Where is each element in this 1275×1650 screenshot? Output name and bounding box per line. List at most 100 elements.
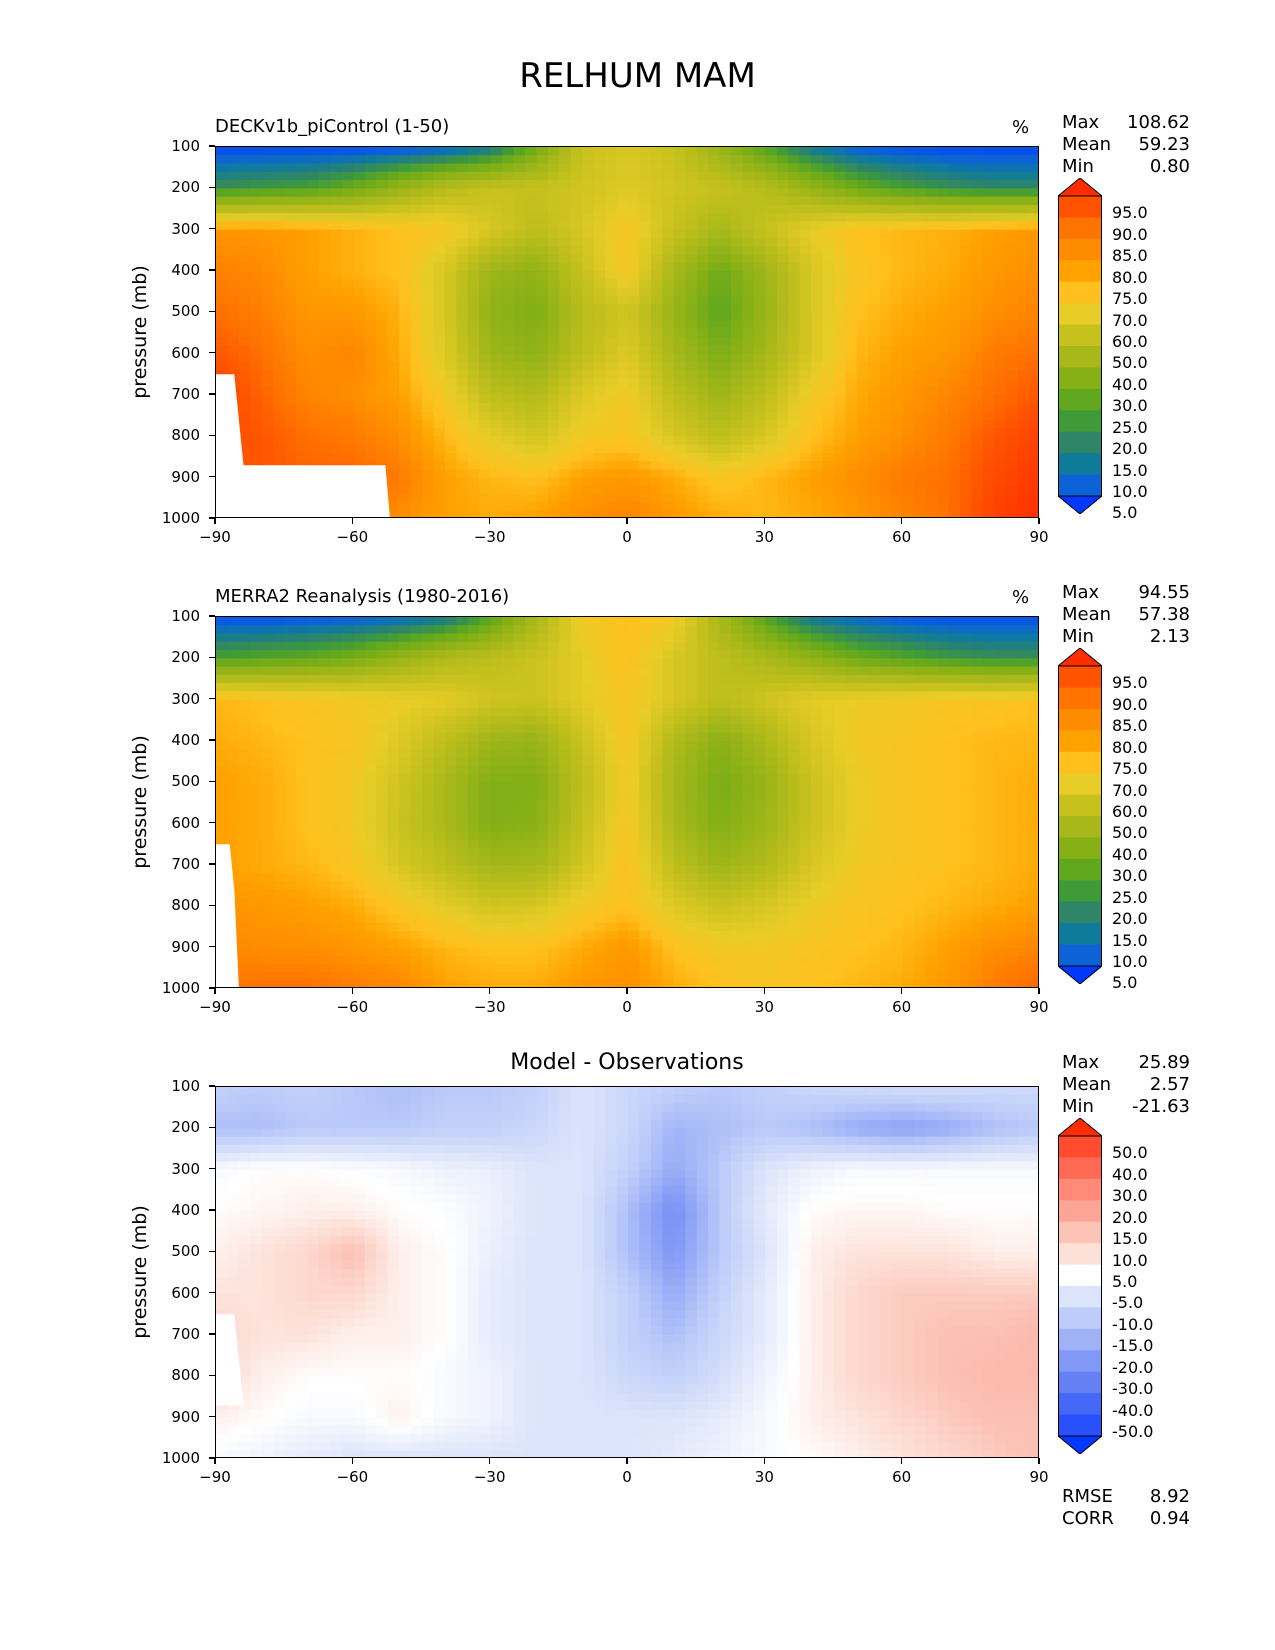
field-cell [261, 691, 274, 701]
field-cell [364, 180, 377, 189]
field-cell [799, 345, 812, 355]
field-cell [948, 633, 961, 643]
field-cell [845, 716, 858, 726]
field-cell [399, 633, 412, 643]
field-cell [650, 428, 663, 437]
field-cell [605, 707, 618, 717]
field-cell [662, 749, 675, 759]
field-cell [628, 254, 641, 264]
field-cell [330, 312, 343, 322]
field-cell [399, 180, 412, 189]
field-cell [799, 304, 812, 313]
field-cell [845, 658, 858, 668]
field-cell [273, 419, 286, 429]
stat-label: Mean [1062, 134, 1112, 155]
field-cell [593, 180, 606, 189]
stat-min: Min 0.80 [1062, 156, 1190, 178]
field-cell [811, 320, 824, 330]
field-cell [662, 204, 675, 214]
field-cell [891, 213, 904, 222]
field-cell [914, 254, 927, 264]
field-cell [696, 666, 709, 676]
field-cell [891, 353, 904, 363]
field-cell [708, 477, 721, 487]
field-cell [570, 320, 583, 330]
field-cell [479, 271, 492, 280]
field-cell [982, 361, 995, 371]
field-cell [834, 774, 847, 783]
field-cell [227, 617, 240, 626]
field-cell [238, 345, 251, 355]
x-tick-label: 30 [754, 528, 774, 546]
field-cell [937, 188, 950, 198]
field-cell [1017, 196, 1030, 206]
field-cell [296, 196, 309, 206]
field-cell [982, 378, 995, 388]
field-cell [628, 765, 641, 775]
field-cell [628, 658, 641, 668]
field-cell [948, 741, 961, 750]
field-cell [525, 683, 538, 692]
field-cell [948, 171, 961, 181]
field-cell [925, 658, 938, 668]
field-cell [330, 237, 343, 247]
field-cell [456, 196, 469, 206]
field-cell [582, 370, 595, 380]
field-cell [605, 196, 618, 206]
field-cell [719, 716, 732, 726]
field-cell [513, 798, 526, 808]
field-cell [536, 147, 549, 156]
field-cell [902, 757, 915, 767]
field-cell [296, 683, 309, 692]
field-cell [307, 246, 320, 256]
field-cell [776, 312, 789, 322]
field-cell [971, 229, 984, 239]
field-cell [422, 378, 435, 388]
field-cell [902, 171, 915, 181]
field-cell [513, 428, 526, 437]
field-cell [238, 378, 251, 388]
field-cell [605, 749, 618, 759]
field-cell [238, 304, 251, 313]
field-cell [685, 312, 698, 322]
field-cell [662, 666, 675, 676]
field-cell [879, 790, 892, 800]
field-cell [513, 749, 526, 759]
field-cell [650, 403, 663, 413]
field-cell [422, 716, 435, 726]
field-cell [467, 741, 480, 750]
field-cell [696, 395, 709, 404]
field-cell [513, 674, 526, 684]
field-cell [570, 361, 583, 371]
field-cell [834, 254, 847, 264]
field-cell [433, 774, 446, 783]
field-cell [216, 304, 229, 313]
field-cell [341, 353, 354, 363]
field-cell [868, 469, 881, 479]
field-cell [1028, 749, 1038, 759]
field-cell [444, 312, 457, 322]
field-cell [925, 361, 938, 371]
field-cell [650, 666, 663, 676]
field-cell [776, 757, 789, 767]
field-cell [868, 395, 881, 404]
field-cell [719, 436, 732, 446]
field-cell [696, 312, 709, 322]
field-cell [319, 741, 332, 750]
field-cell [273, 386, 286, 396]
field-cell [307, 188, 320, 198]
field-cell [261, 765, 274, 775]
field-cell [914, 790, 927, 800]
field-cell [536, 790, 549, 800]
field-cell [536, 732, 549, 742]
field-cell [284, 782, 297, 792]
field-cell [937, 790, 950, 800]
field-cell [799, 370, 812, 380]
field-cell [330, 328, 343, 338]
field-cell [1005, 707, 1018, 717]
field-cell [570, 641, 583, 651]
field-cell [399, 790, 412, 800]
field-cell [742, 444, 755, 454]
field-cell [937, 204, 950, 214]
field-cell [593, 271, 606, 280]
